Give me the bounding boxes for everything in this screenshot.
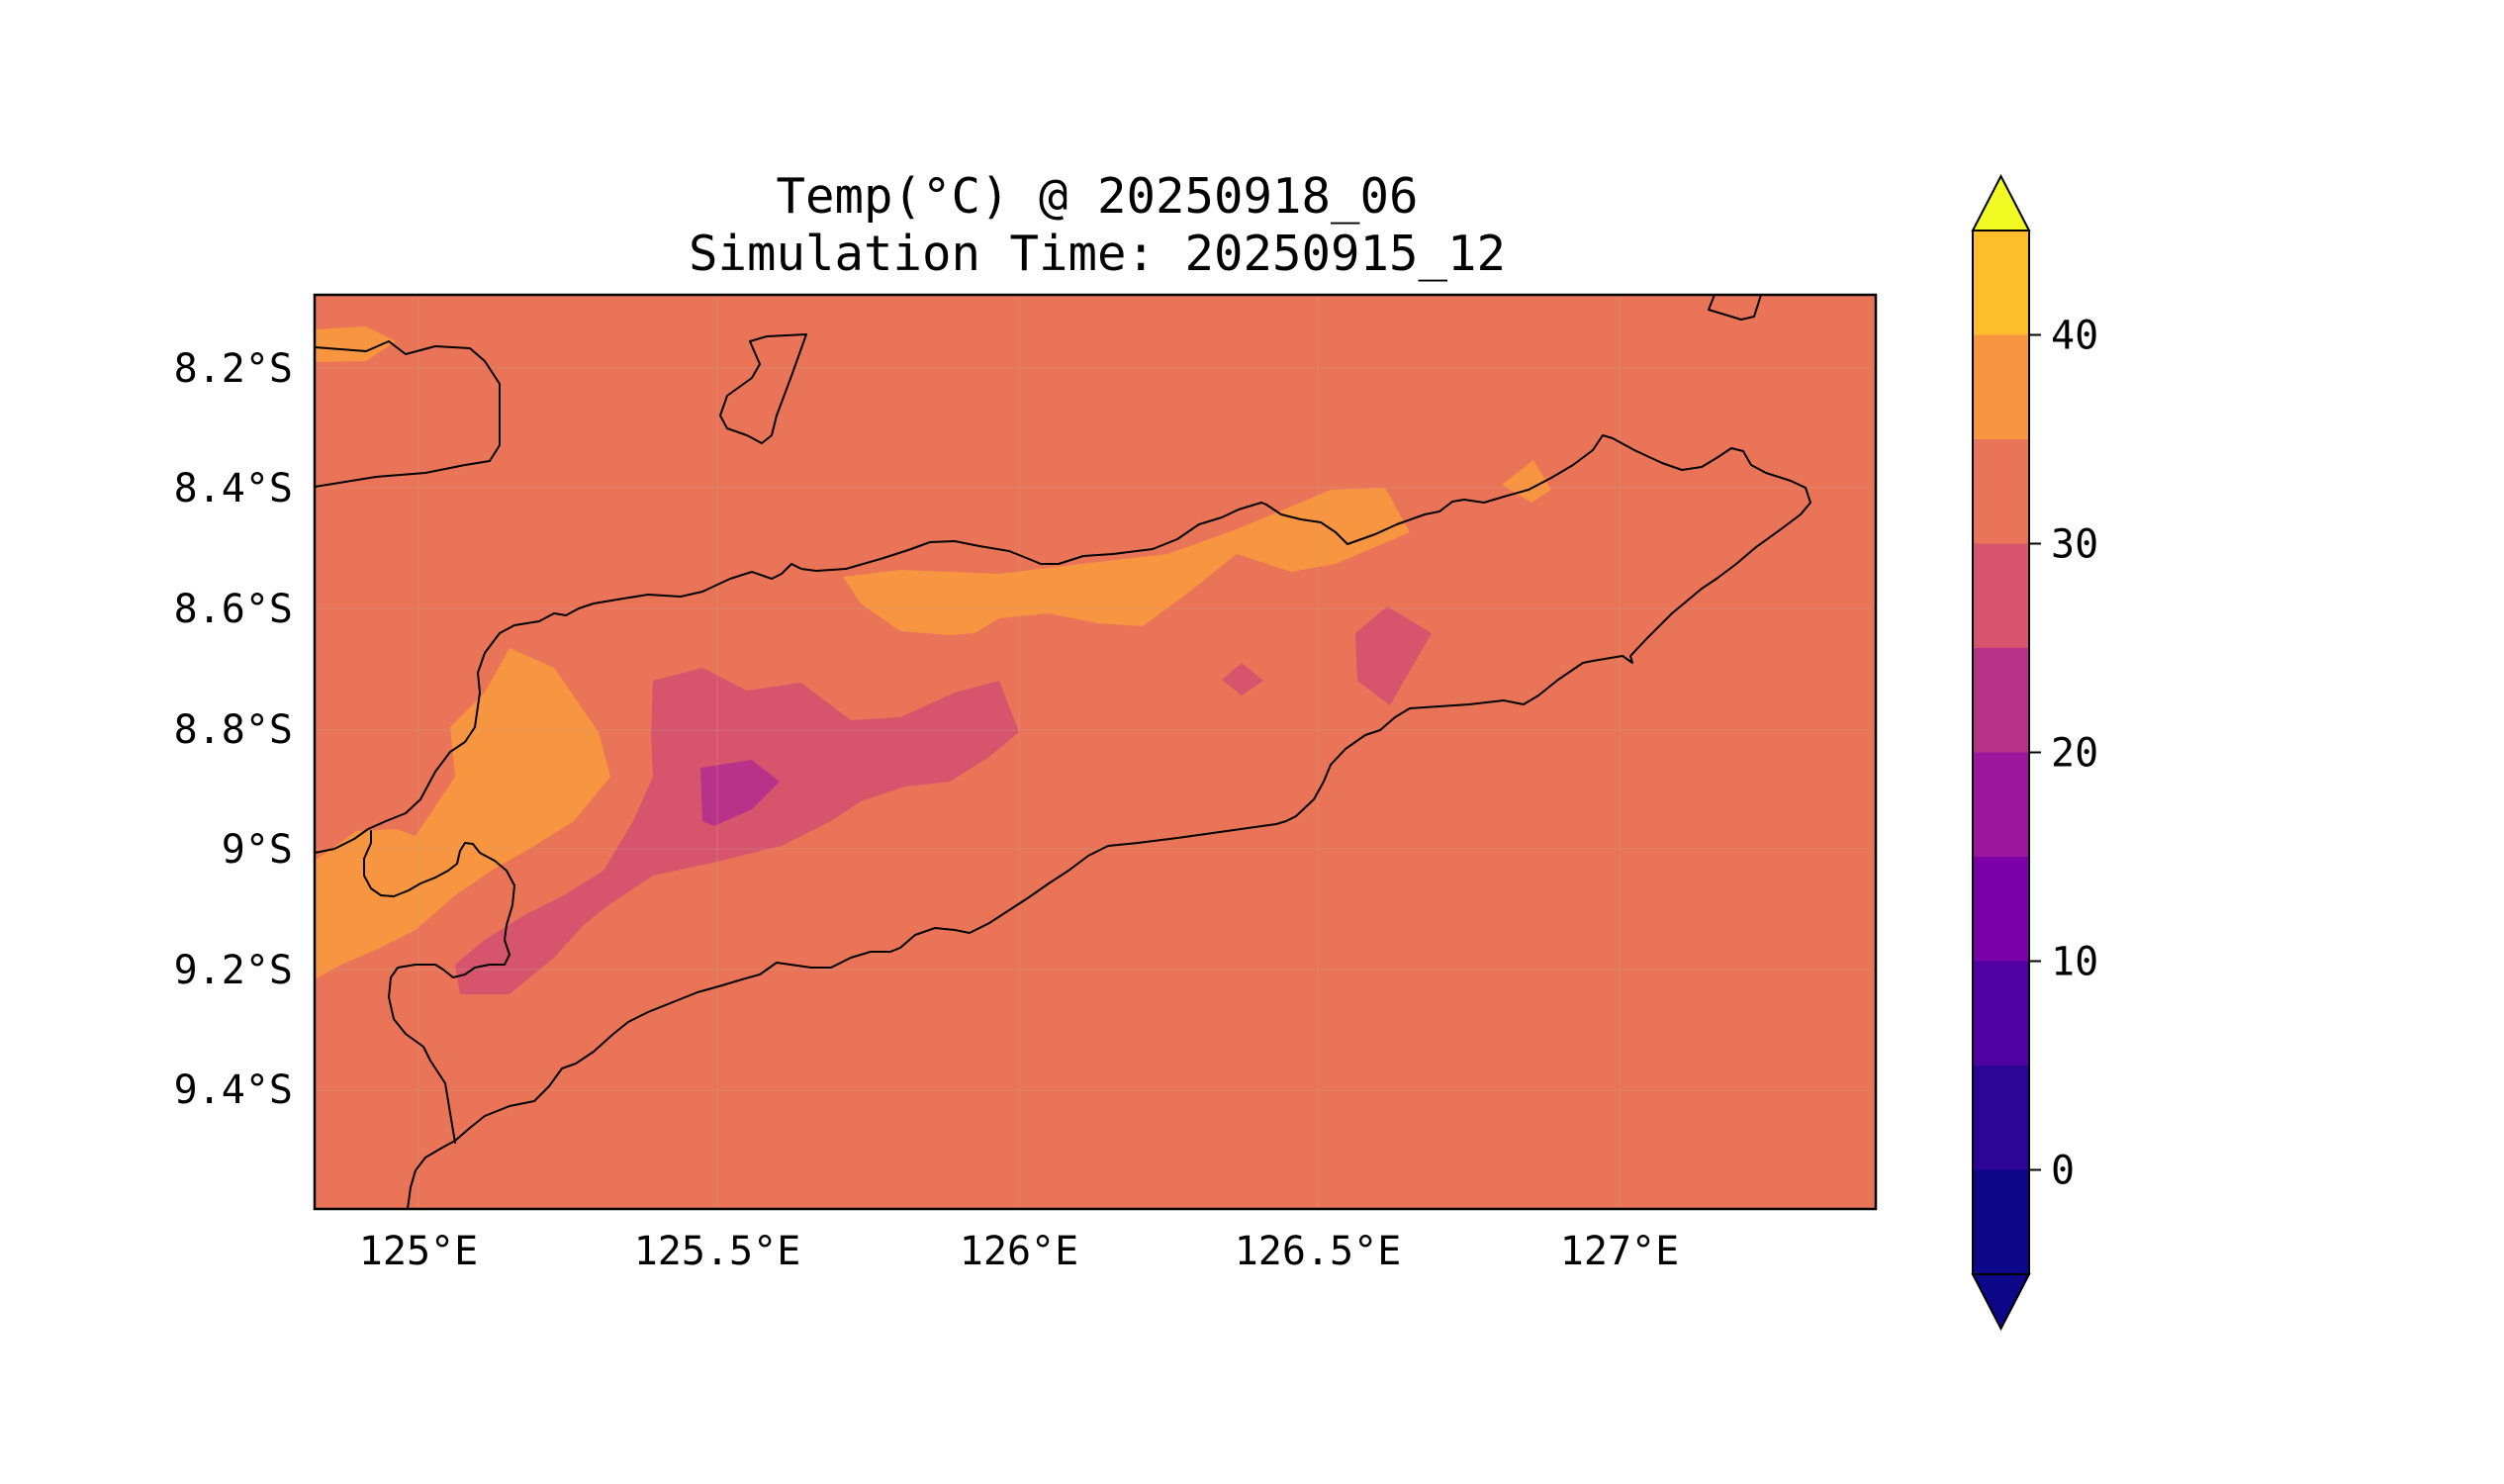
colorbar-band	[1973, 1066, 2029, 1170]
warm-region-topleft	[315, 326, 396, 362]
lat-tick-label: 8.2°S	[174, 346, 293, 392]
colorbar-tick-label: 20	[2051, 731, 2098, 777]
map-frame	[313, 293, 1878, 1211]
lat-tick-label: 9°S	[222, 827, 293, 873]
cool-patch-east	[1355, 606, 1432, 705]
lon-axis: 125°E 125.5°E 126°E 126.5°E 127°E	[359, 1229, 1679, 1274]
map-title: Temp(°C) @ 20250918_06	[776, 168, 1418, 225]
map-subtitle: Simulation Time: 20250915_12	[689, 226, 1506, 282]
colorbar: 0 10 20 30 40	[1971, 173, 2098, 1332]
colorbar-band	[1973, 961, 2029, 1066]
gridlines	[315, 295, 1876, 1209]
colorbar-tick-label: 30	[2051, 522, 2098, 568]
colorbar-extend-min	[1971, 1273, 2031, 1332]
lon-tick-label: 126°E	[960, 1229, 1078, 1274]
colorbar-band	[1973, 752, 2029, 857]
lat-tick-label: 9.4°S	[174, 1067, 293, 1113]
lat-tick-label: 8.4°S	[174, 466, 293, 511]
lon-tick-label: 125°E	[359, 1229, 478, 1274]
colorbar-tick-label: 40	[2051, 314, 2098, 359]
colorbar-band	[1973, 334, 2029, 439]
cool-patch-small	[1222, 663, 1263, 696]
lat-tick-label: 9.2°S	[174, 948, 293, 993]
colorbar-tick-label: 0	[2051, 1149, 2075, 1194]
colorbar-band	[1973, 231, 2029, 335]
lon-tick-label: 126.5°E	[1235, 1229, 1402, 1274]
temperature-field	[315, 295, 1876, 1209]
coastlines	[315, 295, 1811, 1209]
colorbar-band	[1973, 1169, 2029, 1274]
colorbar-tick-label: 10	[2051, 940, 2098, 985]
colorbar-band	[1973, 543, 2029, 648]
lat-tick-label: 8.6°S	[174, 587, 293, 632]
cool-region-central	[455, 668, 1019, 994]
lat-tick-label: 8.8°S	[174, 707, 293, 753]
warm-region-north	[843, 488, 1410, 635]
lon-tick-label: 127°E	[1560, 1229, 1679, 1274]
lat-axis: 8.2°S 8.4°S 8.6°S 8.8°S 9°S 9.2°S 9.4°S	[174, 346, 293, 1113]
lon-tick-label: 125.5°E	[634, 1229, 801, 1274]
cooler-core	[700, 760, 780, 826]
colorbar-band	[1973, 439, 2029, 544]
colorbar-band	[1973, 648, 2029, 753]
hot-patch-east	[1502, 460, 1551, 503]
colorbar-extend-max	[1971, 173, 2031, 232]
colorbar-band	[1973, 857, 2029, 962]
